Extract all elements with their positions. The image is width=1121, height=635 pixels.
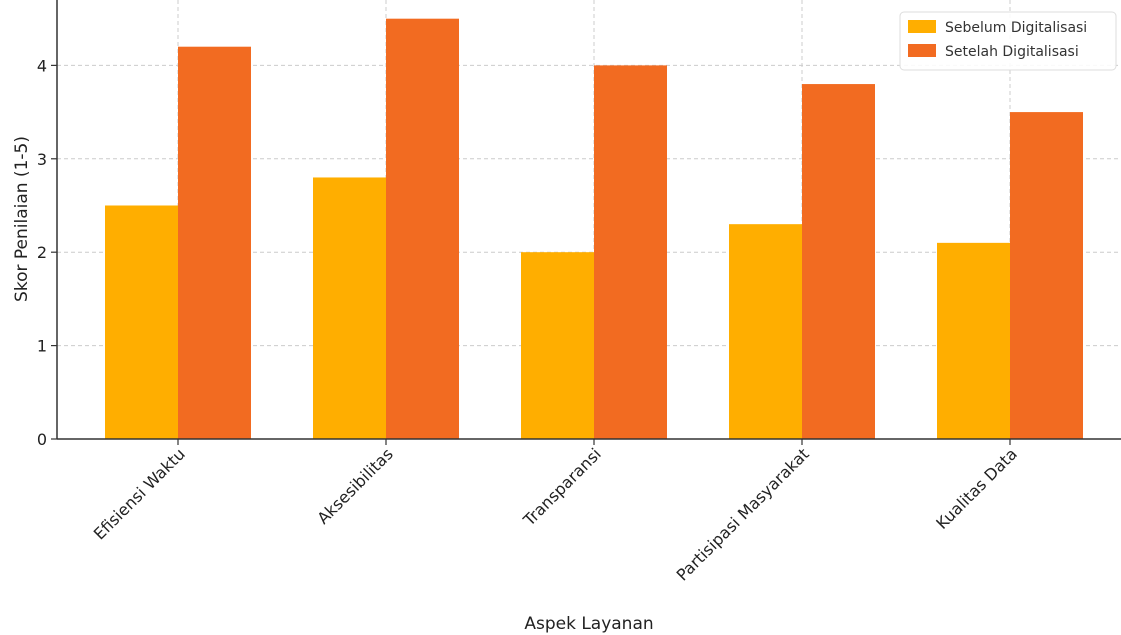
legend: Sebelum Digitalisasi Setelah Digitalisasi: [899, 11, 1117, 71]
bar-sebelum-3: [521, 252, 594, 439]
legend-box: [899, 11, 1117, 71]
bar-sebelum-5: [937, 242, 1010, 439]
x-tick-label: Partisipasi Masyarakat: [673, 444, 813, 584]
x-tick-label: Aksesibilitas: [313, 444, 396, 527]
bar-setelah-3: [594, 65, 667, 439]
x-tick-label: Transparansi: [519, 444, 605, 530]
y-tick-label: 2: [37, 243, 47, 262]
bar-sebelum-2: [313, 177, 386, 439]
y-tick-label: 1: [37, 337, 47, 356]
y-tick-labels: 0 1 2 3 4: [37, 56, 57, 449]
bar-sebelum-1: [105, 205, 178, 439]
bar-setelah-5: [1010, 112, 1083, 439]
legend-swatch: [908, 20, 936, 33]
y-axis-title: Skor Penilaian (1-5): [12, 136, 32, 302]
legend-label: Setelah Digitalisasi: [945, 44, 1079, 60]
legend-swatch: [908, 44, 936, 57]
y-tick-label: 3: [37, 150, 47, 169]
x-tick-label: Efisiensi Waktu: [90, 444, 189, 543]
bar-setelah-1: [178, 46, 251, 440]
x-axis-title: Aspek Layanan: [524, 614, 653, 634]
bar-setelah-4: [802, 84, 875, 439]
bars-group: [105, 18, 1083, 440]
y-tick-label: 0: [37, 430, 47, 449]
y-tick-label: 4: [37, 56, 47, 75]
legend-label: Sebelum Digitalisasi: [945, 20, 1087, 36]
bar-sebelum-4: [729, 224, 802, 439]
x-tick-label: Kualitas Data: [932, 444, 1021, 533]
bar-setelah-2: [386, 18, 459, 440]
x-tick-labels: Efisiensi Waktu Aksesibilitas Transparansi…: [90, 439, 1021, 585]
